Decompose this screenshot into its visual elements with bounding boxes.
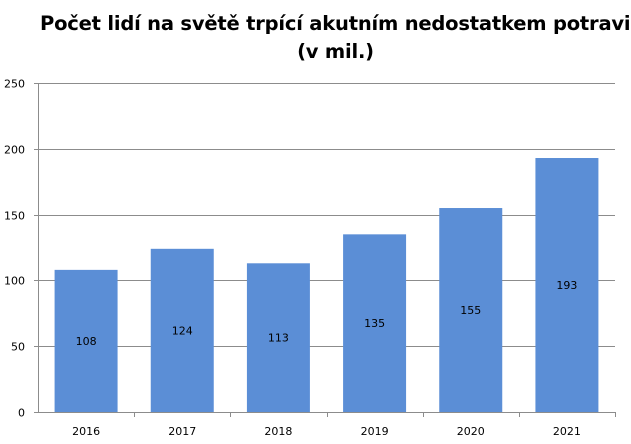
x-tick-label: 2021 [553,425,581,438]
gridlines [38,83,615,347]
data-label: 124 [172,324,193,337]
x-tick-label: 2018 [264,425,292,438]
x-tick-label: 2016 [72,425,100,438]
bar-2019 [343,234,407,412]
x-tick-label: 2020 [457,425,485,438]
x-tick-label: 2017 [168,425,196,438]
chart-title-line-1: Počet lidí na světě trpící akutním nedos… [40,12,631,35]
chart-title-line-2: (v mil.) [297,40,374,63]
bar-2018 [246,263,310,412]
x-tick-label: 2019 [361,425,389,438]
data-label: 108 [76,335,97,348]
data-label: 193 [556,279,577,292]
bar-2016 [54,269,118,412]
y-tick-label: 250 [4,78,25,91]
y-tick-label: 200 [4,144,25,157]
y-tick-label: 50 [11,341,25,354]
axes [34,83,616,417]
data-label: 113 [268,332,289,345]
y-tick-label: 0 [18,407,25,420]
data-label: 135 [364,317,385,330]
y-tick-label: 100 [4,275,25,288]
data-label: 155 [460,304,481,317]
y-tick-label: 150 [4,210,25,223]
bars [54,158,599,412]
bar-2017 [150,248,214,412]
bar-2020 [439,208,503,412]
bar-2021 [535,158,599,412]
labels: 0 50 100 150 200 250 108 2016 124 2017 113 2018 135 2… [4,78,581,439]
chart-title: Počet lidí na světě trpící akutním nedos… [40,10,631,66]
